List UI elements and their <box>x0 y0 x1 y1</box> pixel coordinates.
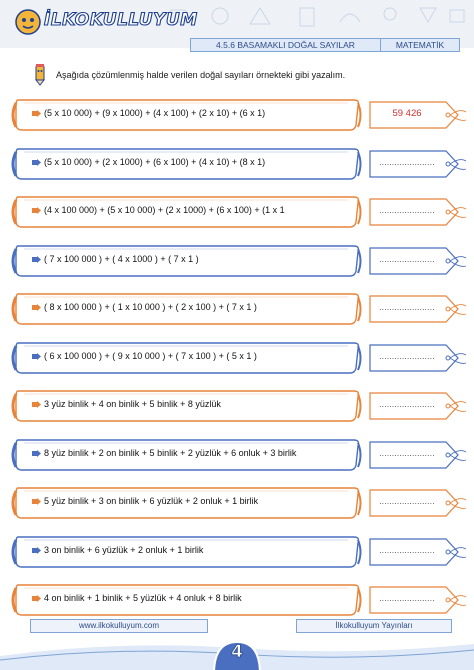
publisher-label: İlkokulluyum Yayınları <box>296 619 452 633</box>
answer-tag <box>369 101 467 129</box>
answer-tag <box>369 441 467 469</box>
answer-blank[interactable]: ...................... <box>379 400 435 409</box>
scroll-frame <box>11 293 362 325</box>
arrow-bullet-icon <box>32 256 41 263</box>
arrow-bullet-icon <box>32 450 41 457</box>
answer-blank[interactable]: ...................... <box>379 303 435 312</box>
exercise-row: 4 on binlik + 1 binlik + 5 yüzlük + 4 on… <box>10 582 470 618</box>
answer-blank[interactable]: ...................... <box>379 594 435 603</box>
answer-blank[interactable]: ...................... <box>379 449 435 458</box>
expression-text: 8 yüz binlik + 2 on binlik + 5 binlik + … <box>44 448 297 458</box>
answer-tag <box>369 586 467 614</box>
footer: www.ilkokulluyum.com İlkokulluyum Yayınl… <box>0 612 474 670</box>
header-doodles <box>169 7 465 27</box>
exercise-row: 8 yüz binlik + 2 on binlik + 5 binlik + … <box>10 437 470 473</box>
scroll-frame <box>11 584 362 616</box>
exercise-row: (5 x 10 000) + (2 x 1000) + (6 x 100) + … <box>10 146 470 182</box>
arrow-bullet-icon <box>32 401 41 408</box>
arrow-bullet-icon <box>32 498 41 505</box>
scroll-frame <box>11 390 362 422</box>
scroll-frame <box>11 342 362 374</box>
exercise-row: (5 x 10 000) + (9 x 1000) + (4 x 100) + … <box>10 97 470 133</box>
arrow-bullet-icon <box>32 110 41 117</box>
answer-tag <box>369 150 467 178</box>
pencil-character-icon <box>34 64 46 86</box>
arrow-bullet-icon <box>32 547 41 554</box>
expression-text: 5 yüz binlik + 3 on binlik + 6 yüzlük + … <box>44 496 259 506</box>
exercise-row: ( 6 x 100 000 ) + ( 9 x 10 000 ) + ( 7 x… <box>10 340 470 376</box>
answer-blank[interactable]: ...................... <box>379 158 435 167</box>
arrow-bullet-icon <box>32 159 41 166</box>
expression-text: (5 x 10 000) + (9 x 1000) + (4 x 100) + … <box>44 108 266 118</box>
answer-tag <box>369 198 467 226</box>
exercise-row: 3 yüz binlik + 4 on binlik + 5 binlik + … <box>10 388 470 424</box>
scroll-frame <box>11 148 362 180</box>
example-answer: 59 426 <box>392 108 422 119</box>
expression-text: 4 on binlik + 1 binlik + 5 yüzlük + 4 on… <box>44 593 242 603</box>
page-number: 4 <box>231 642 244 663</box>
scroll-frame <box>11 536 362 568</box>
pencil-mascot-icon <box>15 9 41 35</box>
answer-blank[interactable]: ...................... <box>379 352 435 361</box>
scroll-frame <box>11 487 362 519</box>
answer-tag <box>369 538 467 566</box>
answer-tag <box>369 344 467 372</box>
arrow-bullet-icon <box>32 304 41 311</box>
answer-blank[interactable]: ...................... <box>379 206 435 215</box>
answer-blank[interactable]: ...................... <box>379 255 435 264</box>
exercise-row: ( 7 x 100 000 ) + ( 4 x 1000 ) + ( 7 x 1… <box>10 243 470 279</box>
scroll-frame <box>11 196 362 228</box>
expression-text: ( 7 x 100 000 ) + ( 4 x 1000 ) + ( 7 x 1… <box>44 254 199 264</box>
expression-text: (4 x 100 000) + (5 x 10 000) + (2 x 1000… <box>44 205 285 215</box>
exercise-row: 3 on binlik + 6 yüzlük + 2 onluk + 1 bir… <box>10 534 470 570</box>
arrow-bullet-icon <box>32 353 41 360</box>
instruction-text: Aşağıda çözümlenmiş halde verilen doğal … <box>56 70 346 80</box>
expression-text: (5 x 10 000) + (2 x 1000) + (6 x 100) + … <box>44 157 266 167</box>
expression-text: 3 on binlik + 6 yüzlük + 2 onluk + 1 bir… <box>44 545 204 555</box>
scroll-frame <box>11 245 362 277</box>
scroll-frame <box>11 439 362 471</box>
expression-text: ( 8 x 100 000 ) + ( 1 x 10 000 ) + ( 2 x… <box>44 302 257 312</box>
arrow-bullet-icon <box>32 207 41 214</box>
arrow-bullet-icon <box>32 595 41 602</box>
answer-tag <box>369 489 467 517</box>
subject-label: MATEMATİK <box>395 40 445 50</box>
exercise-row: (4 x 100 000) + (5 x 10 000) + (2 x 1000… <box>10 194 470 230</box>
expression-text: ( 6 x 100 000 ) + ( 9 x 10 000 ) + ( 7 x… <box>44 351 257 361</box>
page-number-badge <box>213 640 261 670</box>
logo: İLKOKULLUYUM <box>10 8 198 36</box>
answer-blank[interactable]: ...................... <box>379 546 435 555</box>
answer-tag <box>369 247 467 275</box>
logo-text: İLKOKULLUYUM <box>43 9 198 30</box>
scroll-frame <box>11 99 362 131</box>
topic-bar: 4.5.6 BASAMAKLI DOĞAL SAYILAR MATEMATİK <box>190 38 460 52</box>
exercise-row: ( 8 x 100 000 ) + ( 1 x 10 000 ) + ( 2 x… <box>10 291 470 327</box>
exercise-row: 5 yüz binlik + 3 on binlik + 6 yüzlük + … <box>10 485 470 521</box>
answer-tag <box>369 392 467 420</box>
website-link[interactable]: www.ilkokulluyum.com <box>30 619 208 633</box>
topic-title: 4.5.6 BASAMAKLI DOĞAL SAYILAR <box>191 39 381 51</box>
answer-blank[interactable]: ...................... <box>379 497 435 506</box>
answer-tag <box>369 295 467 323</box>
expression-text: 3 yüz binlik + 4 on binlik + 5 binlik + … <box>44 399 221 409</box>
